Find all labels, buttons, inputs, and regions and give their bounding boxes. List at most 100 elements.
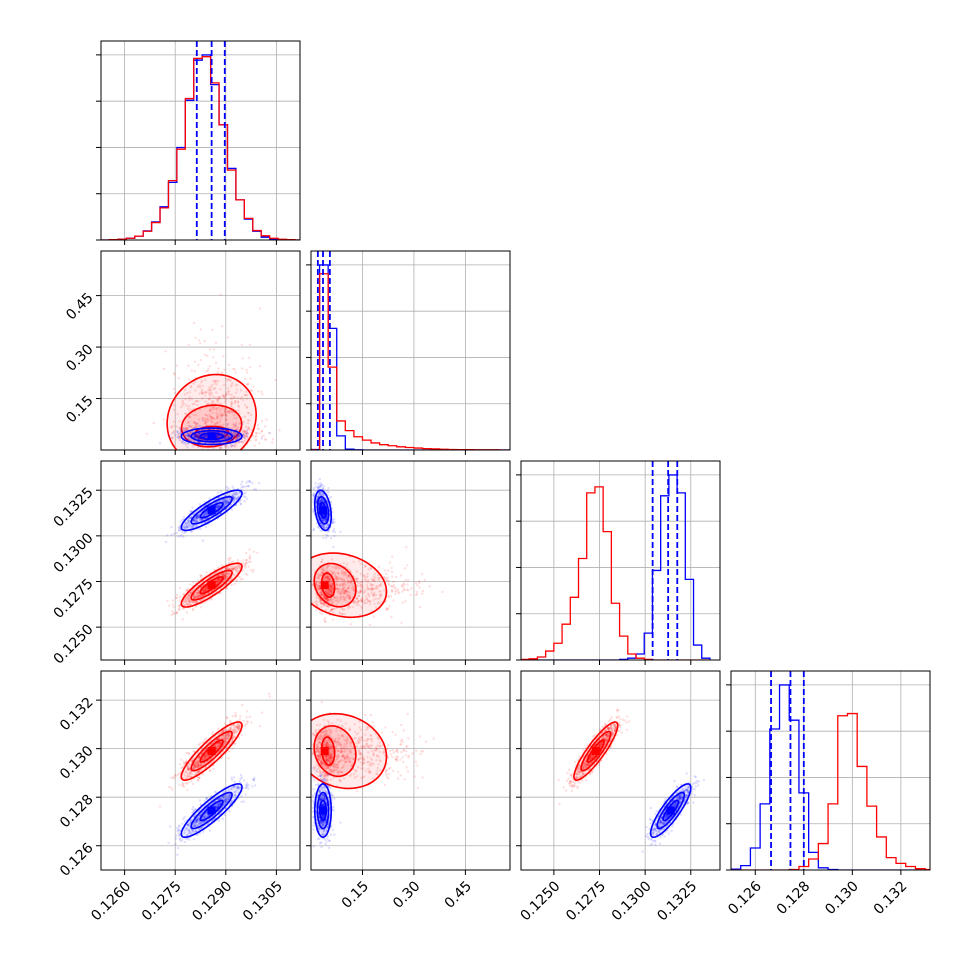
scatter-point xyxy=(197,590,200,594)
scatter-point xyxy=(193,808,197,811)
scatter-point xyxy=(170,776,173,779)
scatter-point xyxy=(241,577,244,581)
scatter-point xyxy=(189,602,192,606)
scatter-point xyxy=(216,803,219,806)
scatter-point xyxy=(200,518,204,521)
scatter-point xyxy=(230,397,234,400)
scatter-point xyxy=(196,594,200,598)
scatter-point xyxy=(236,785,240,789)
scatter-point xyxy=(193,764,197,767)
scatter-point xyxy=(217,578,220,581)
scatter-point xyxy=(201,425,204,428)
scatter-point xyxy=(226,797,229,801)
scatter-point xyxy=(236,428,239,432)
scatter-point xyxy=(189,763,192,766)
scatter-point xyxy=(231,736,234,740)
scatter-point xyxy=(195,518,198,522)
scatter-point xyxy=(178,834,181,837)
scatter-point xyxy=(188,594,191,597)
scatter-point xyxy=(229,565,233,568)
scatter-point xyxy=(189,432,192,435)
scatter-point xyxy=(201,758,205,761)
scatter-point xyxy=(243,724,247,727)
scatter-point xyxy=(187,598,191,601)
scatter-point xyxy=(230,400,233,404)
scatter-point xyxy=(211,328,214,331)
scatter-point xyxy=(192,767,195,770)
scatter-point xyxy=(187,767,190,771)
scatter-point xyxy=(352,560,355,563)
scatter-point xyxy=(196,516,199,520)
scatter-point xyxy=(177,434,180,438)
scatter-point xyxy=(245,497,248,501)
scatter-point xyxy=(241,568,245,572)
scatter-point xyxy=(172,420,175,423)
scatter-point xyxy=(239,428,242,432)
scatter-point xyxy=(223,437,227,440)
scatter-point xyxy=(177,828,180,832)
scatter-point xyxy=(172,776,175,779)
scatter-point xyxy=(170,425,173,429)
scatter-point xyxy=(187,764,190,767)
scatter-point xyxy=(265,418,268,421)
scatter-point xyxy=(234,424,237,427)
scatter-point xyxy=(199,763,203,767)
scatter-point xyxy=(205,391,208,394)
scatter-point xyxy=(236,426,240,429)
scatter-point xyxy=(199,595,202,598)
scatter-point xyxy=(197,399,200,402)
scatter-point xyxy=(193,596,196,599)
scatter-point xyxy=(249,366,252,369)
scatter-point xyxy=(224,574,227,578)
scatter-point xyxy=(232,413,236,417)
scatter-point xyxy=(217,744,220,747)
scatter-point xyxy=(213,745,217,748)
scatter-point xyxy=(201,384,204,387)
scatter-point xyxy=(196,761,200,765)
scatter-point xyxy=(225,433,229,436)
scatter-point xyxy=(193,435,196,438)
scatter-point xyxy=(170,786,173,789)
scatter-point xyxy=(193,765,196,768)
scatter-point xyxy=(191,811,194,814)
scatter-point xyxy=(224,500,228,503)
scatter-point xyxy=(217,805,220,808)
scatter-point xyxy=(190,600,193,603)
scatter-point xyxy=(220,415,223,418)
scatter-point xyxy=(235,433,239,436)
scatter-point xyxy=(187,766,190,769)
scatter-point xyxy=(232,776,236,779)
scatter-point xyxy=(195,763,198,766)
scatter-point xyxy=(274,379,277,382)
scatter-point xyxy=(203,593,206,597)
scatter-point xyxy=(216,505,219,508)
scatter-point xyxy=(189,591,192,595)
scatter-point xyxy=(207,755,210,758)
scatter-point xyxy=(239,503,242,506)
scatter-point xyxy=(219,802,222,805)
scatter-point xyxy=(198,437,201,440)
scatter-point xyxy=(203,353,207,357)
scatter-point xyxy=(217,578,220,581)
scatter-point xyxy=(175,611,178,615)
scatter-point xyxy=(238,736,241,739)
scatter-point xyxy=(222,796,225,799)
scatter-point xyxy=(183,523,186,527)
scatter-point xyxy=(186,433,189,437)
density-peak-blue xyxy=(207,806,216,815)
contours-red-2-0 xyxy=(180,562,243,608)
scatter-point xyxy=(201,590,205,593)
scatter-point xyxy=(224,413,227,416)
scatter-point xyxy=(355,603,358,606)
scatter-point xyxy=(241,429,244,432)
scatter-point xyxy=(223,408,227,412)
scatter-point xyxy=(217,805,220,808)
scatter-point xyxy=(199,518,203,521)
scatter-point xyxy=(203,391,206,394)
scatter-point xyxy=(232,785,235,788)
scatter-point xyxy=(248,557,252,560)
scatter-point xyxy=(187,425,191,428)
scatter-point xyxy=(178,772,181,775)
scatter-point xyxy=(203,738,206,741)
scatter-point xyxy=(204,525,208,529)
